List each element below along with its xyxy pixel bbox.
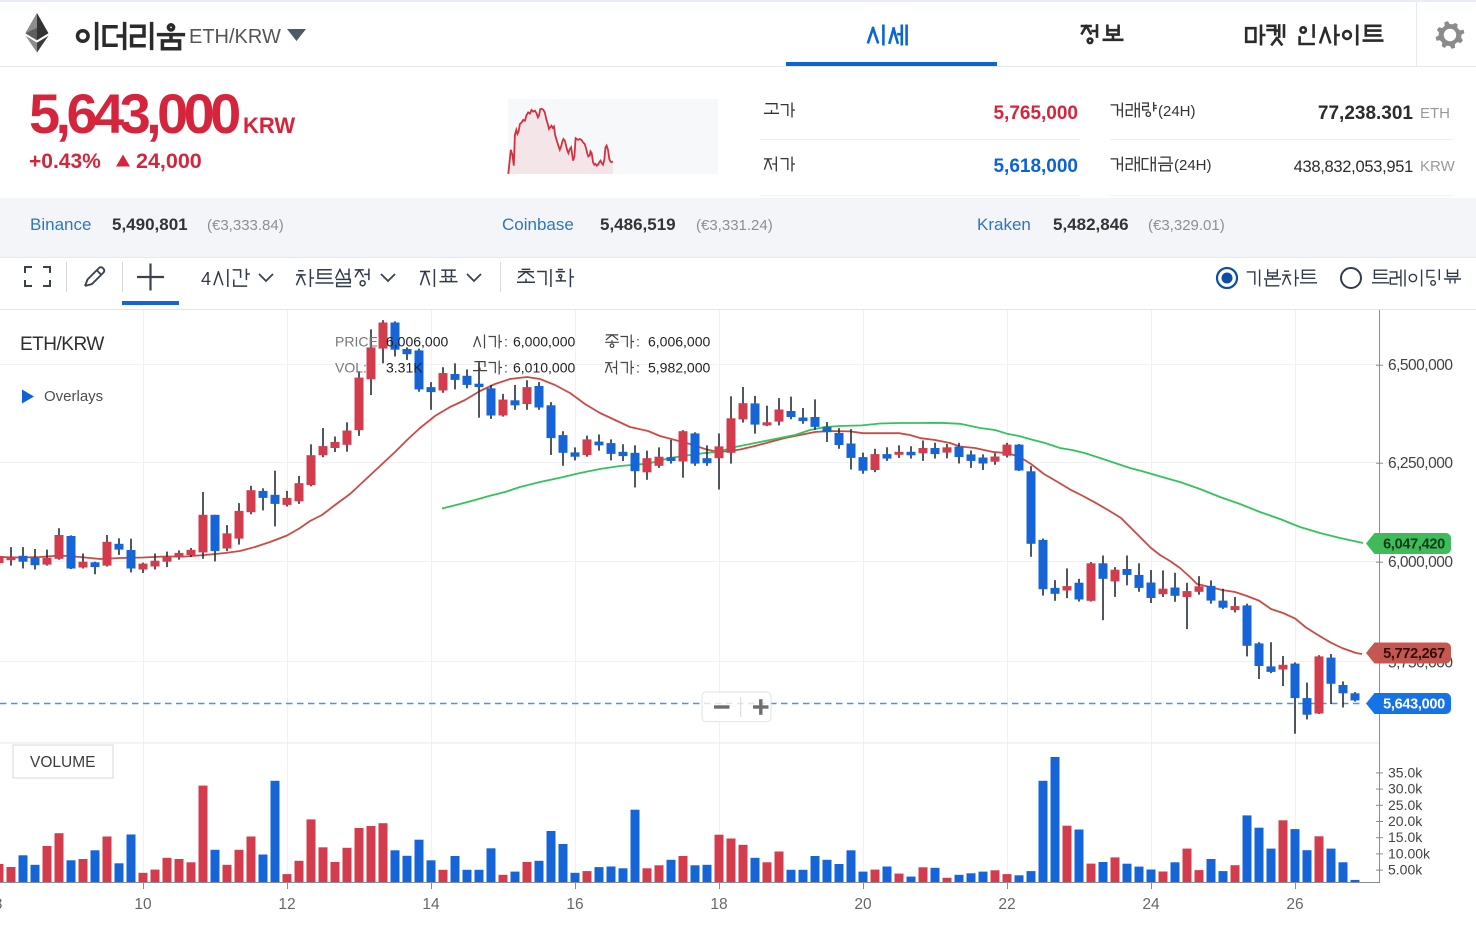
svg-text:VOLUME: VOLUME bbox=[30, 754, 95, 771]
svg-text:8: 8 bbox=[0, 896, 2, 913]
svg-text:Overlays: Overlays bbox=[44, 388, 103, 405]
svg-text:+0.43%: +0.43% bbox=[29, 150, 101, 173]
svg-text:3.31K: 3.31K bbox=[386, 360, 423, 376]
svg-text:5,482,846: 5,482,846 bbox=[1053, 215, 1129, 234]
svg-text:10: 10 bbox=[134, 896, 152, 913]
svg-text:Coinbase: Coinbase bbox=[502, 215, 574, 234]
svg-text:ETH: ETH bbox=[1420, 105, 1450, 122]
svg-text:Kraken: Kraken bbox=[977, 215, 1031, 234]
svg-text:5,982,000: 5,982,000 bbox=[648, 360, 710, 376]
svg-text::: : bbox=[504, 334, 508, 350]
svg-text:(€3,329.01): (€3,329.01) bbox=[1148, 217, 1225, 234]
svg-text:6,500,000: 6,500,000 bbox=[1388, 357, 1453, 374]
svg-text:6,010,000: 6,010,000 bbox=[513, 360, 575, 376]
svg-text:77,238.301: 77,238.301 bbox=[1318, 103, 1414, 124]
svg-text:25.0k: 25.0k bbox=[1388, 797, 1423, 813]
svg-text:KRW: KRW bbox=[1420, 158, 1456, 175]
svg-text:4: 4 bbox=[201, 269, 211, 289]
svg-text:(24H): (24H) bbox=[1158, 103, 1196, 120]
svg-text:12: 12 bbox=[278, 896, 295, 913]
svg-text:(€3,331.24): (€3,331.24) bbox=[696, 217, 773, 234]
svg-text:6,000,000: 6,000,000 bbox=[1388, 554, 1453, 571]
svg-text:5,643,000: 5,643,000 bbox=[1383, 697, 1445, 713]
svg-text:24: 24 bbox=[1142, 896, 1160, 913]
svg-text::: : bbox=[636, 360, 640, 376]
svg-text:20: 20 bbox=[854, 896, 872, 913]
svg-text:438,832,053,951: 438,832,053,951 bbox=[1294, 158, 1413, 176]
svg-text:PRICE:: PRICE: bbox=[335, 334, 382, 350]
svg-text:KRW: KRW bbox=[243, 113, 295, 138]
svg-text:6,000,000: 6,000,000 bbox=[513, 334, 575, 350]
svg-text:(€3,333.84): (€3,333.84) bbox=[207, 217, 284, 234]
svg-text:20.0k: 20.0k bbox=[1388, 813, 1423, 829]
svg-text:ETH/KRW: ETH/KRW bbox=[20, 334, 104, 355]
svg-text:16: 16 bbox=[566, 896, 583, 913]
svg-text:ETH/KRW: ETH/KRW bbox=[189, 26, 281, 48]
svg-text::: : bbox=[504, 360, 508, 376]
svg-text:18: 18 bbox=[710, 896, 727, 913]
svg-text:6,006,000: 6,006,000 bbox=[386, 334, 448, 350]
svg-text:14: 14 bbox=[422, 896, 440, 913]
svg-text:5,765,000: 5,765,000 bbox=[993, 103, 1078, 124]
svg-text:5,643,000: 5,643,000 bbox=[29, 82, 239, 145]
svg-text:22: 22 bbox=[998, 896, 1015, 913]
svg-text:(24H): (24H) bbox=[1174, 157, 1212, 174]
svg-text:5.00k: 5.00k bbox=[1388, 862, 1423, 878]
svg-text:5,772,267: 5,772,267 bbox=[1383, 646, 1445, 662]
svg-text:26: 26 bbox=[1286, 896, 1303, 913]
svg-text:5,490,801: 5,490,801 bbox=[112, 215, 188, 234]
svg-text:VOL:: VOL: bbox=[335, 360, 367, 376]
svg-text:6,047,420: 6,047,420 bbox=[1383, 537, 1445, 553]
svg-text:10.00k: 10.00k bbox=[1388, 845, 1431, 861]
svg-text:5,486,519: 5,486,519 bbox=[600, 215, 676, 234]
svg-text::: : bbox=[636, 334, 640, 350]
svg-text:5,618,000: 5,618,000 bbox=[993, 156, 1078, 177]
svg-text:30.0k: 30.0k bbox=[1388, 781, 1423, 797]
svg-text:15.0k: 15.0k bbox=[1388, 829, 1423, 845]
svg-text:6,006,000: 6,006,000 bbox=[648, 334, 710, 350]
svg-text:6,250,000: 6,250,000 bbox=[1388, 455, 1453, 472]
svg-text:35.0k: 35.0k bbox=[1388, 764, 1423, 780]
svg-text:Binance: Binance bbox=[30, 215, 91, 234]
svg-text:24,000: 24,000 bbox=[136, 149, 202, 173]
